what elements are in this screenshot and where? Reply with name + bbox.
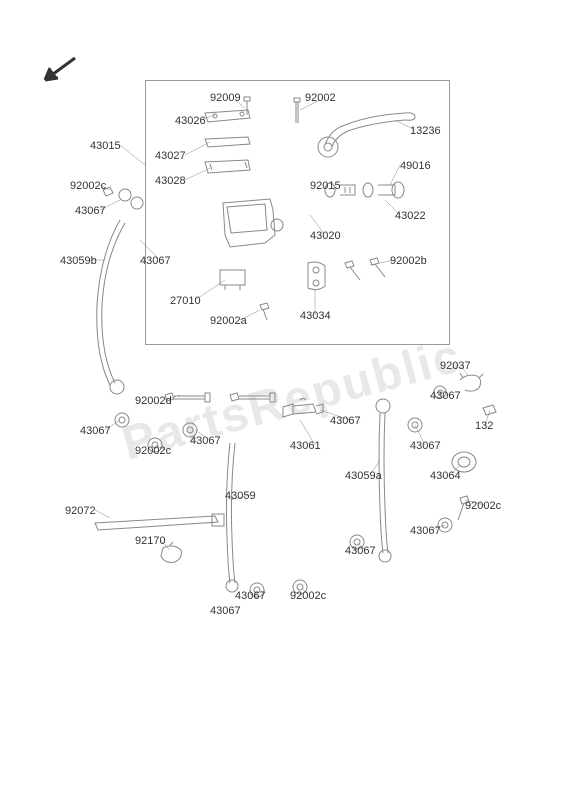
part-label-43059a: 43059a xyxy=(345,470,382,482)
part-label-43067: 43067 xyxy=(140,255,171,267)
part-label-43067: 43067 xyxy=(410,440,441,452)
part-label-92009: 92009 xyxy=(210,92,241,104)
part-label-43064: 43064 xyxy=(430,470,461,482)
part-label-43059: 43059 xyxy=(225,490,256,502)
part-label-43067: 43067 xyxy=(190,435,221,447)
part-label-13236: 13236 xyxy=(410,125,441,137)
bolt-92002 xyxy=(290,95,305,130)
part-label-43067: 43067 xyxy=(235,590,266,602)
part-label-92002c: 92002c xyxy=(70,180,106,192)
part-label-92002b: 92002b xyxy=(390,255,427,267)
part-label-43059b: 43059b xyxy=(60,255,97,267)
brake-hose-left xyxy=(85,215,145,395)
master-cylinder-body xyxy=(215,195,290,255)
part-label-92002c: 92002c xyxy=(465,500,501,512)
part-label-92002a: 92002a xyxy=(210,315,247,327)
part-label-43027: 43027 xyxy=(155,150,186,162)
part-label-43067: 43067 xyxy=(410,525,441,537)
hose-joint xyxy=(278,392,328,427)
part-label-43067: 43067 xyxy=(75,205,106,217)
washer-cluster-right xyxy=(400,380,460,440)
part-label-92002d: 92002d xyxy=(135,395,172,407)
part-label-43067: 43067 xyxy=(210,605,241,617)
brake-switch xyxy=(215,265,253,293)
part-label-43061: 43061 xyxy=(290,440,321,452)
part-label-43067: 43067 xyxy=(80,425,111,437)
part-label-92037: 92037 xyxy=(440,360,471,372)
part-label-43022: 43022 xyxy=(395,210,426,222)
diaphragm xyxy=(200,158,255,178)
brake-lever xyxy=(310,105,420,165)
part-label-92002c: 92002c xyxy=(135,445,171,457)
part-label-43026: 43026 xyxy=(175,115,206,127)
reservoir-cap xyxy=(200,108,255,126)
handlebar-clamp xyxy=(300,258,332,296)
part-label-49016: 49016 xyxy=(400,160,431,172)
part-label-43034: 43034 xyxy=(300,310,331,322)
part-label-43067: 43067 xyxy=(330,415,361,427)
part-label-43020: 43020 xyxy=(310,230,341,242)
clamp-bolts xyxy=(340,255,395,290)
part-label-92002: 92002 xyxy=(305,92,336,104)
part-label-43067: 43067 xyxy=(345,545,376,557)
gasket-plate xyxy=(200,135,255,149)
part-label-92170: 92170 xyxy=(135,535,166,547)
part-label-43015: 43015 xyxy=(90,140,121,152)
banjo-bolt-2 xyxy=(225,385,280,410)
part-132 xyxy=(478,400,503,420)
direction-arrow xyxy=(40,50,90,90)
part-label-43028: 43028 xyxy=(155,175,186,187)
part-label-92015: 92015 xyxy=(310,180,341,192)
part-label-43067: 43067 xyxy=(430,390,461,402)
part-label-92072: 92072 xyxy=(65,505,96,517)
part-label-27010: 27010 xyxy=(170,295,201,307)
part-label-92002c: 92002c xyxy=(290,590,326,602)
part-label-132: 132 xyxy=(475,420,493,432)
bolt-92002a xyxy=(255,300,275,325)
